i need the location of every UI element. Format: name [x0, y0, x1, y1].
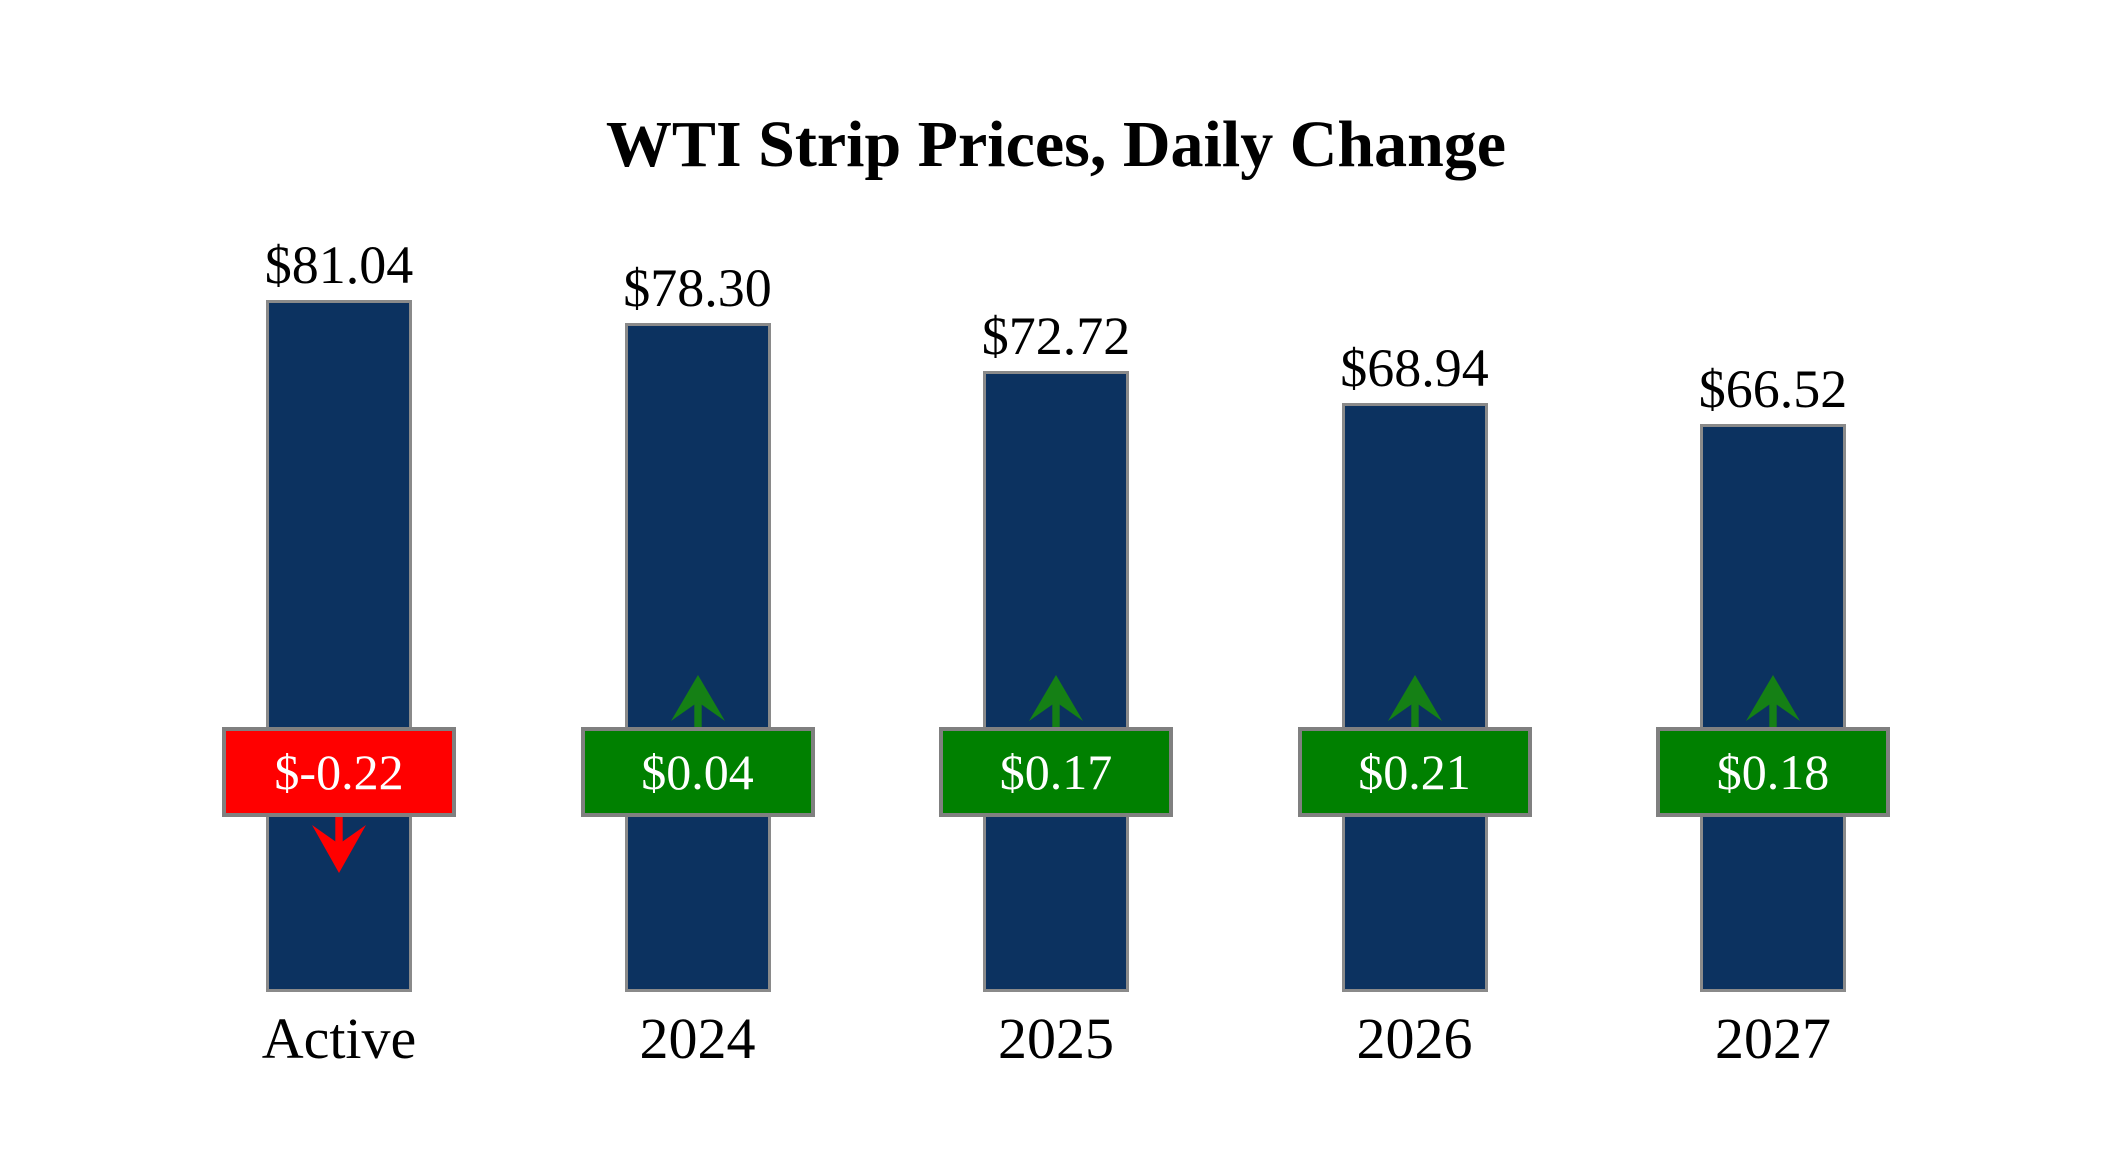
- category-label: 2026: [1356, 1006, 1473, 1071]
- bar: [266, 300, 412, 992]
- bar: [624, 323, 771, 992]
- category-label: 2027: [1715, 1006, 1831, 1071]
- category-label: 2025: [998, 1006, 1114, 1071]
- daily-change-badge: $-0.22: [222, 727, 456, 817]
- bar-value-label: $66.52: [1698, 359, 1848, 419]
- bar-value-label: $68.94: [1340, 338, 1489, 398]
- up-arrow-icon: [670, 675, 725, 734]
- daily-change-badge: $0.18: [1656, 727, 1890, 817]
- down-arrow-icon: [312, 815, 366, 878]
- category-label: 2024: [639, 1006, 756, 1071]
- daily-change-badge: $0.21: [1297, 727, 1532, 817]
- bar-value-label: $72.72: [981, 306, 1131, 366]
- up-arrow-icon: [1029, 675, 1083, 734]
- chart-title: WTI Strip Prices, Daily Change: [605, 108, 1507, 181]
- daily-change-badge: $0.04: [580, 727, 815, 817]
- category-label: Active: [261, 1006, 417, 1071]
- bar-value-label: $78.30: [623, 258, 772, 318]
- up-arrow-icon: [1387, 675, 1442, 734]
- bar: [983, 371, 1129, 992]
- up-arrow-icon: [1746, 675, 1800, 734]
- bar-value-label: $81.04: [264, 235, 414, 295]
- daily-change-badge: $0.17: [939, 727, 1173, 817]
